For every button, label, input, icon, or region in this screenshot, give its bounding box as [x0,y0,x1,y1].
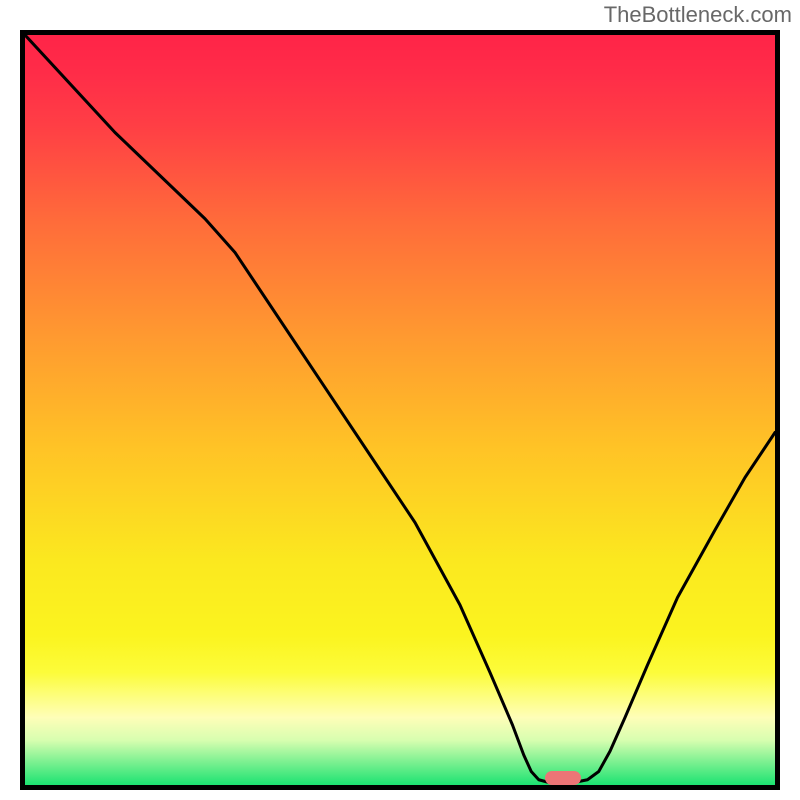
watermark-text: TheBottleneck.com [604,2,792,28]
plot-area [20,30,780,790]
bottleneck-marker [545,771,581,785]
chart-container: TheBottleneck.com [0,0,800,800]
curve-line [25,35,775,785]
